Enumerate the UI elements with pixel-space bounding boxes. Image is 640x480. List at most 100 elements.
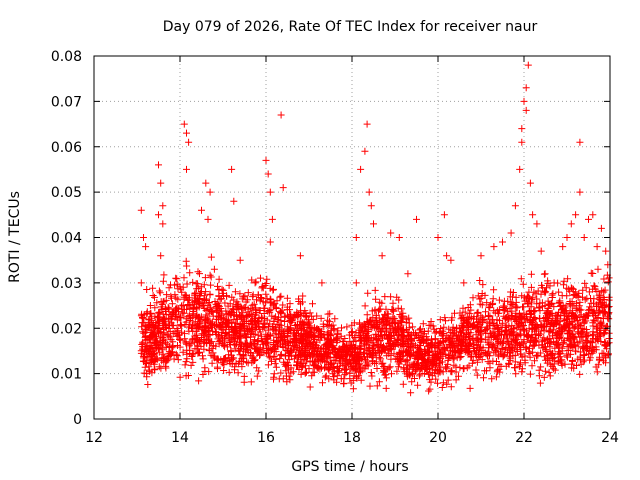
data-point xyxy=(528,321,536,329)
data-point xyxy=(401,358,409,366)
data-point xyxy=(174,356,182,364)
data-point xyxy=(299,348,307,356)
data-point xyxy=(369,358,377,366)
data-point xyxy=(361,302,369,310)
data-point xyxy=(541,367,549,375)
data-point xyxy=(589,335,597,343)
data-point xyxy=(491,309,499,317)
data-point xyxy=(474,343,482,351)
data-point xyxy=(195,377,203,385)
data-point xyxy=(144,381,152,388)
data-point xyxy=(332,357,340,365)
data-points xyxy=(137,61,613,397)
data-point xyxy=(299,292,307,300)
data-point xyxy=(468,359,476,367)
data-point xyxy=(552,311,560,319)
data-point xyxy=(276,325,284,333)
data-point xyxy=(266,188,274,196)
data-point xyxy=(506,349,514,357)
data-point xyxy=(140,369,148,377)
data-point xyxy=(373,365,381,372)
data-point xyxy=(249,339,257,347)
data-point xyxy=(263,316,271,324)
data-point xyxy=(547,299,555,307)
data-point xyxy=(322,345,330,353)
data-point xyxy=(434,379,441,387)
data-point xyxy=(553,332,561,340)
data-point xyxy=(605,303,613,310)
data-point xyxy=(228,293,236,301)
data-point xyxy=(253,296,260,304)
data-point xyxy=(180,309,188,317)
data-point xyxy=(186,269,194,277)
data-point xyxy=(585,215,592,223)
data-point xyxy=(237,341,245,349)
data-point xyxy=(321,373,329,381)
data-point xyxy=(176,313,184,321)
data-point xyxy=(306,331,314,339)
data-point xyxy=(252,278,260,286)
data-point xyxy=(186,302,194,310)
data-point xyxy=(585,306,592,314)
data-point xyxy=(596,308,604,316)
data-point xyxy=(283,361,291,369)
y-tick-label: 0.02 xyxy=(51,321,82,337)
data-point xyxy=(262,290,270,298)
data-point xyxy=(201,274,209,282)
data-point xyxy=(185,340,193,348)
data-point xyxy=(159,310,167,318)
data-point xyxy=(557,357,565,365)
data-point xyxy=(231,327,239,335)
data-point xyxy=(305,319,313,327)
data-point xyxy=(444,356,452,364)
data-point xyxy=(538,299,546,307)
data-point xyxy=(174,327,182,335)
data-point xyxy=(238,315,246,323)
data-point xyxy=(221,299,229,307)
data-point xyxy=(448,367,456,375)
data-point xyxy=(560,277,568,285)
data-point xyxy=(140,329,148,337)
data-point xyxy=(492,373,500,381)
data-point xyxy=(477,252,485,260)
data-point xyxy=(504,316,512,324)
data-point xyxy=(572,347,580,355)
data-point xyxy=(343,341,351,349)
data-point xyxy=(308,333,315,341)
data-point xyxy=(296,321,304,329)
data-point xyxy=(477,347,485,354)
data-point xyxy=(328,360,336,368)
data-point xyxy=(272,363,280,371)
y-tick-label: 0.08 xyxy=(51,49,82,65)
data-point xyxy=(254,337,262,344)
data-point xyxy=(428,335,435,343)
data-point xyxy=(535,332,543,339)
data-point xyxy=(395,331,403,339)
data-point xyxy=(263,275,271,283)
data-point xyxy=(278,341,286,349)
data-point xyxy=(444,334,452,342)
data-point xyxy=(560,308,568,316)
data-point xyxy=(542,288,550,296)
data-point xyxy=(271,330,279,338)
data-point xyxy=(521,352,529,360)
data-point xyxy=(449,331,457,339)
data-point xyxy=(524,333,532,341)
data-point xyxy=(249,293,257,301)
data-point xyxy=(502,362,510,370)
data-point xyxy=(280,358,288,366)
data-point xyxy=(597,318,605,326)
data-point xyxy=(236,256,244,264)
data-point xyxy=(601,286,609,294)
data-point xyxy=(524,300,532,308)
data-point xyxy=(440,345,448,353)
data-point xyxy=(371,286,379,294)
data-point xyxy=(282,346,290,354)
data-point xyxy=(316,365,324,373)
data-point xyxy=(256,307,264,314)
data-point xyxy=(356,345,364,352)
data-point xyxy=(426,385,434,393)
data-point xyxy=(511,364,519,372)
data-point xyxy=(370,220,377,228)
